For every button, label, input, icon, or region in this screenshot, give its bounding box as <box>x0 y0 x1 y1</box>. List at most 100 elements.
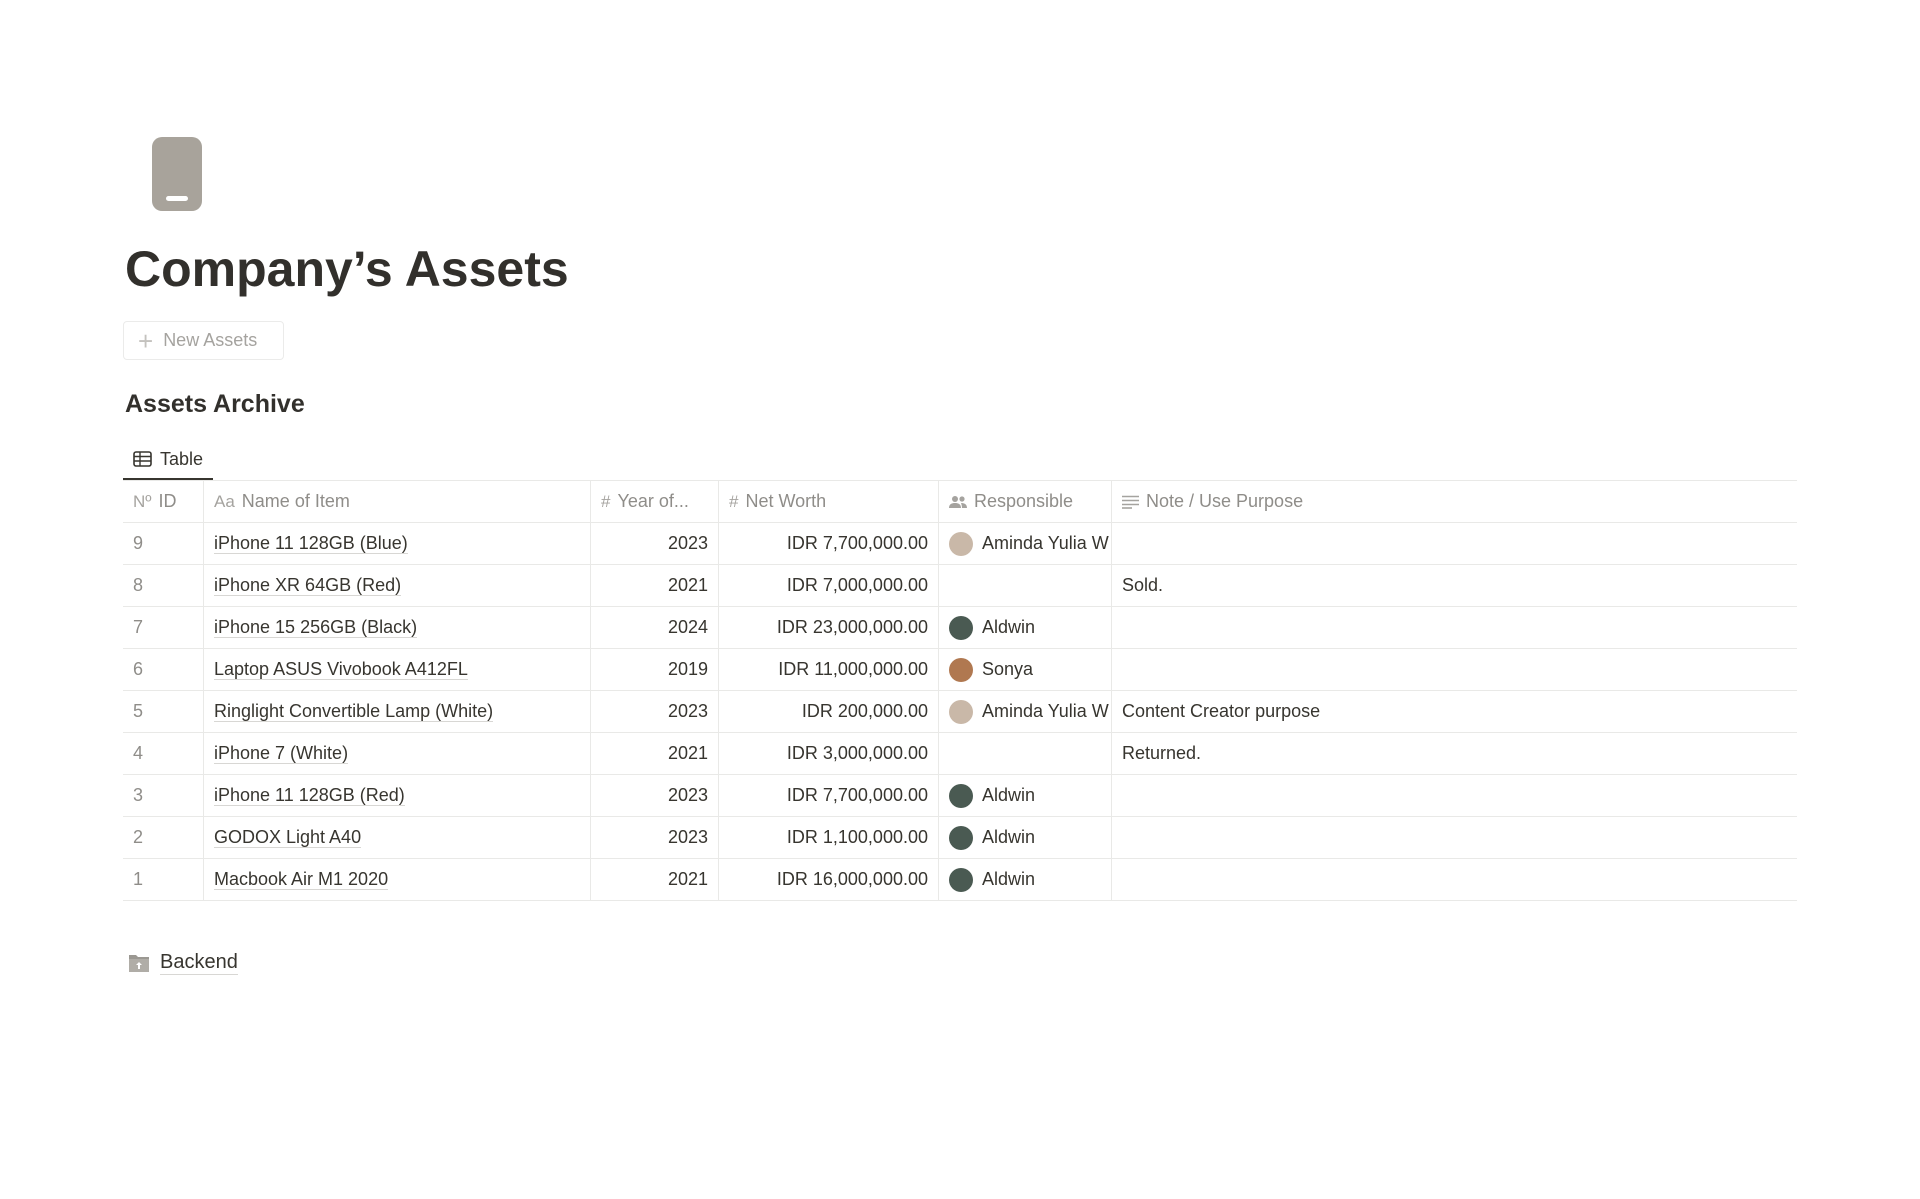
responsible-cell[interactable]: Aldwin <box>939 859 1112 900</box>
backend-label: Backend <box>160 951 238 975</box>
name-cell[interactable]: iPhone XR 64GB (Red) <box>204 565 591 606</box>
net-worth-cell[interactable]: IDR 23,000,000.00 <box>719 607 939 648</box>
item-name-link[interactable]: iPhone 11 128GB (Red) <box>214 785 405 806</box>
year-cell[interactable]: 2021 <box>591 565 719 606</box>
net-worth-cell[interactable]: IDR 7,700,000.00 <box>719 523 939 564</box>
note-cell[interactable]: Returned. <box>1112 733 1797 774</box>
net-worth-cell[interactable]: IDR 11,000,000.00 <box>719 649 939 690</box>
note-cell[interactable] <box>1112 649 1797 690</box>
text-lines-icon <box>1122 495 1139 509</box>
responsible-cell[interactable]: Aldwin <box>939 817 1112 858</box>
year-cell[interactable]: 2023 <box>591 775 719 816</box>
year-cell[interactable]: 2021 <box>591 859 719 900</box>
table-row[interactable]: 6 Laptop ASUS Vivobook A412FL 2019 IDR 11,0… <box>123 649 1797 691</box>
phone-icon[interactable] <box>152 137 202 211</box>
responsible-cell[interactable]: Aminda Yulia W <box>939 523 1112 564</box>
note-cell[interactable] <box>1112 607 1797 648</box>
table-row[interactable]: 5 Ringlight Convertible Lamp (White) 2023 I… <box>123 691 1797 733</box>
net-worth-value: IDR 7,700,000.00 <box>786 533 928 553</box>
new-assets-label: New Assets <box>163 330 258 350</box>
new-assets-button[interactable]: + New Assets <box>123 321 284 360</box>
year-value: 2021 <box>667 575 708 595</box>
column-header-net-worth[interactable]: # Net Worth <box>719 481 939 522</box>
net-worth-cell[interactable]: IDR 200,000.00 <box>719 691 939 732</box>
year-cell[interactable]: 2024 <box>591 607 719 648</box>
id-value: 9 <box>133 533 144 553</box>
note-cell[interactable]: Sold. <box>1112 565 1797 606</box>
avatar <box>949 699 973 724</box>
net-worth-cell[interactable]: IDR 1,100,000.00 <box>719 817 939 858</box>
table-row[interactable]: 7 iPhone 15 256GB (Black) 2024 IDR 23,000,0… <box>123 607 1797 649</box>
id-value: 8 <box>133 575 144 595</box>
net-worth-value: IDR 16,000,000.00 <box>776 869 928 889</box>
responsible-name: Sonya <box>982 659 1034 679</box>
column-header-year[interactable]: # Year of... <box>591 481 719 522</box>
table-row[interactable]: 2 GODOX Light A40 2023 IDR 1,100,000.00 Aldw… <box>123 817 1797 859</box>
responsible-cell[interactable]: Aldwin <box>939 775 1112 816</box>
id-cell: 4 <box>123 733 204 774</box>
item-name-link[interactable]: iPhone 15 256GB (Black) <box>214 617 418 638</box>
year-cell[interactable]: 2023 <box>591 523 719 564</box>
year-cell[interactable]: 2023 <box>591 691 719 732</box>
name-cell[interactable]: Ringlight Convertible Lamp (White) <box>204 691 591 732</box>
note-value: Returned. <box>1122 743 1202 763</box>
note-value: Sold. <box>1122 575 1164 595</box>
name-cell[interactable]: Macbook Air M1 2020 <box>204 859 591 900</box>
net-worth-cell[interactable]: IDR 16,000,000.00 <box>719 859 939 900</box>
net-worth-value: IDR 23,000,000.00 <box>776 617 928 637</box>
net-worth-cell[interactable]: IDR 7,700,000.00 <box>719 775 939 816</box>
item-name-link[interactable]: Laptop ASUS Vivobook A412FL <box>214 659 468 680</box>
net-worth-value: IDR 200,000.00 <box>801 701 928 721</box>
net-worth-cell[interactable]: IDR 3,000,000.00 <box>719 733 939 774</box>
table-row[interactable]: 1 Macbook Air M1 2020 2021 IDR 16,000,000.0… <box>123 859 1797 901</box>
responsible-name: Aldwin <box>982 617 1036 637</box>
name-cell[interactable]: iPhone 7 (White) <box>204 733 591 774</box>
year-cell[interactable]: 2021 <box>591 733 719 774</box>
item-name-link[interactable]: Ringlight Convertible Lamp (White) <box>214 701 494 722</box>
id-value: 5 <box>133 701 144 721</box>
responsible-name: Aminda Yulia W <box>982 701 1109 721</box>
table-row[interactable]: 3 iPhone 11 128GB (Red) 2023 IDR 7,700,000.… <box>123 775 1797 817</box>
year-cell[interactable]: 2019 <box>591 649 719 690</box>
item-name-link[interactable]: GODOX Light A40 <box>214 827 362 848</box>
folder-icon <box>129 954 149 972</box>
id-value: 3 <box>133 785 144 805</box>
item-name-link[interactable]: iPhone 11 128GB (Blue) <box>214 533 408 554</box>
name-cell[interactable]: iPhone 15 256GB (Black) <box>204 607 591 648</box>
note-cell[interactable]: Content Creator purpose <box>1112 691 1797 732</box>
net-worth-cell[interactable]: IDR 7,000,000.00 <box>719 565 939 606</box>
id-value: 7 <box>133 617 144 637</box>
name-cell[interactable]: iPhone 11 128GB (Red) <box>204 775 591 816</box>
column-header-name[interactable]: Aa Name of Item <box>204 481 591 522</box>
note-cell[interactable] <box>1112 817 1797 858</box>
column-header-id[interactable]: Nº ID <box>123 481 204 522</box>
table-row[interactable]: 9 iPhone 11 128GB (Blue) 2023 IDR 7,700,000… <box>123 523 1797 565</box>
backend-link[interactable]: Backend <box>128 950 238 975</box>
responsible-cell[interactable]: Aldwin <box>939 607 1112 648</box>
name-cell[interactable]: GODOX Light A40 <box>204 817 591 858</box>
table-row[interactable]: 4 iPhone 7 (White) 2021 IDR 3,000,000.00 Ret… <box>123 733 1797 775</box>
responsible-cell[interactable] <box>939 733 1112 774</box>
item-name-link[interactable]: iPhone XR 64GB (Red) <box>214 575 402 596</box>
responsible-name: Aminda Yulia W <box>982 533 1109 553</box>
column-header-note[interactable]: Note / Use Purpose <box>1112 481 1797 522</box>
responsible-cell[interactable]: Sonya <box>939 649 1112 690</box>
note-cell[interactable] <box>1112 859 1797 900</box>
item-name-link[interactable]: iPhone 7 (White) <box>214 743 349 764</box>
responsible-cell[interactable]: Aminda Yulia W <box>939 691 1112 732</box>
responsible-cell[interactable] <box>939 565 1112 606</box>
plus-icon: + <box>138 325 154 356</box>
name-cell[interactable]: iPhone 11 128GB (Blue) <box>204 523 591 564</box>
tab-table[interactable]: Table <box>123 440 214 481</box>
avatar <box>949 657 973 682</box>
year-cell[interactable]: 2023 <box>591 817 719 858</box>
id-cell: 7 <box>123 607 204 648</box>
note-cell[interactable] <box>1112 775 1797 816</box>
id-value: 4 <box>133 743 144 763</box>
item-name-link[interactable]: Macbook Air M1 2020 <box>214 869 389 890</box>
column-header-responsible[interactable]: Responsible <box>939 481 1112 522</box>
table-row[interactable]: 8 iPhone XR 64GB (Red) 2021 IDR 7,000,000.0… <box>123 565 1797 607</box>
name-cell[interactable]: Laptop ASUS Vivobook A412FL <box>204 649 591 690</box>
table-icon <box>133 451 152 467</box>
note-cell[interactable] <box>1112 523 1797 564</box>
